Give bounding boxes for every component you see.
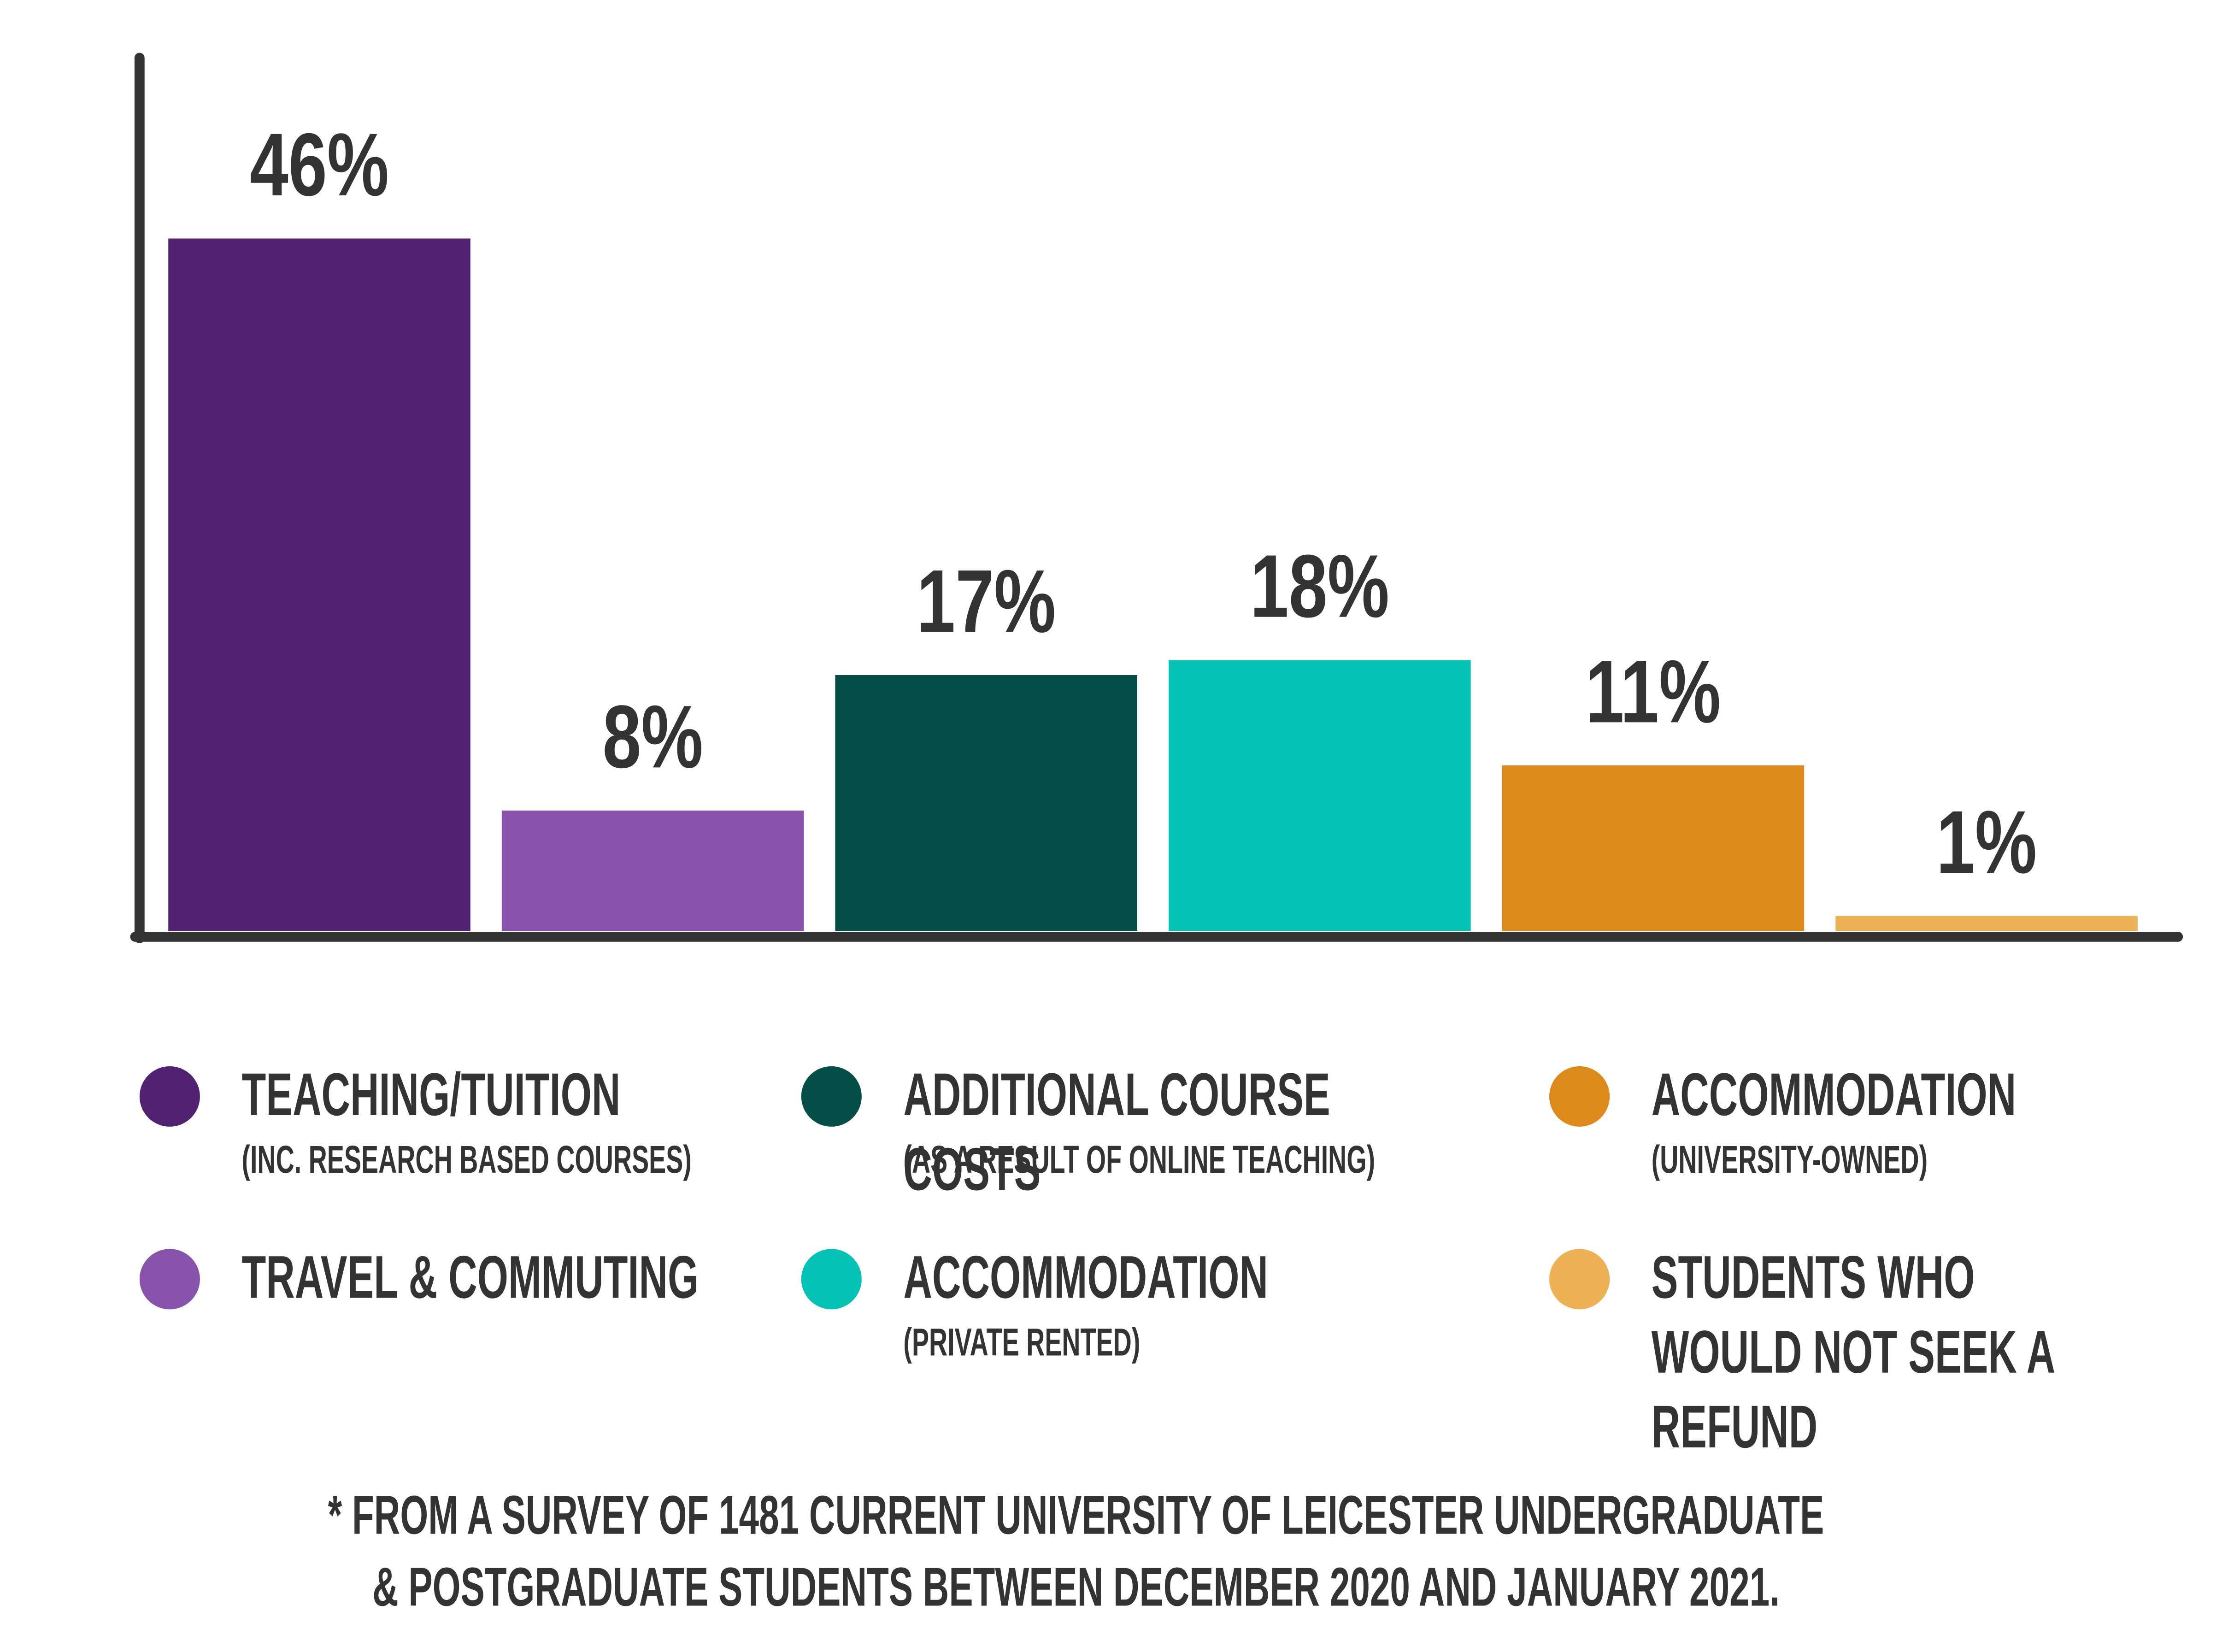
legend-marker [139,1249,200,1310]
bar [501,811,804,931]
bar [1169,660,1471,931]
bar [835,675,1138,931]
legend-entry: TEACHING/TUITION (INC. RESEARCH BASED COU… [241,1060,691,1182]
value-label: 46% [250,115,389,214]
legend-label-line: STUDENTS WHO [1652,1243,1975,1311]
footnote: * FROM A SURVEY OF 1481 CURRENT UNIVERSI… [328,1485,1824,1546]
legend-marker [139,1066,200,1127]
legend-note: (UNIVERSITY-OWNED) [1652,1138,1928,1181]
value-label: 8% [603,687,703,786]
legend-label: TEACHING/TUITION [241,1060,620,1129]
bar [1502,765,1805,931]
legend-label: ACCOMMODATION [1652,1060,2016,1129]
legend-note: (INC. RESEARCH BASED COURSES) [241,1138,691,1181]
value-label: 1% [1936,792,2037,892]
legend-note: (AS A RESULT OF ONLINE TEACHING) [903,1138,1375,1181]
legend-entry: STUDENTS WHO WOULD NOT SEEK A REFUND [1652,1243,2056,1460]
legend-label-line: ADDITIONAL COURSE [903,1060,1330,1129]
legend-label: ADDITIONAL COURSE COSTS [903,1060,1330,1203]
legend-label-line: WOULD NOT SEEK A [1652,1318,2056,1386]
legend-marker [1549,1066,1610,1127]
legend-marker [1549,1249,1610,1310]
legend-label: STUDENTS WHO WOULD NOT SEEK A REFUND [1652,1243,2056,1460]
legend-entry: TRAVEL & COMMUTING [241,1243,699,1311]
bar [168,238,470,931]
legend-label: TRAVEL & COMMUTING [241,1243,699,1311]
legend-marker [801,1066,862,1127]
legend-label-line: COSTS [903,1135,1041,1203]
footnote: & POSTGRADUATE STUDENTS BETWEEN DECEMBER… [372,1557,1780,1617]
legend-marker [801,1249,862,1310]
bar [1835,916,2138,931]
value-label: 11% [1586,641,1721,741]
legend-label-line: REFUND [1652,1393,1818,1461]
value-label: 18% [1250,536,1389,636]
legend-entry: ACCOMMODATION (UNIVERSITY-OWNED) [1652,1060,2016,1182]
legend-entry: ADDITIONAL COURSE COSTS(AS A RESULT OF ON… [903,1060,1375,1203]
legend-label: ACCOMMODATION [903,1243,1268,1311]
legend-note: (PRIVATE RENTED) [903,1321,1140,1364]
value-label: 17% [917,551,1056,651]
legend-entry: ACCOMMODATION (PRIVATE RENTED) [903,1243,1268,1364]
